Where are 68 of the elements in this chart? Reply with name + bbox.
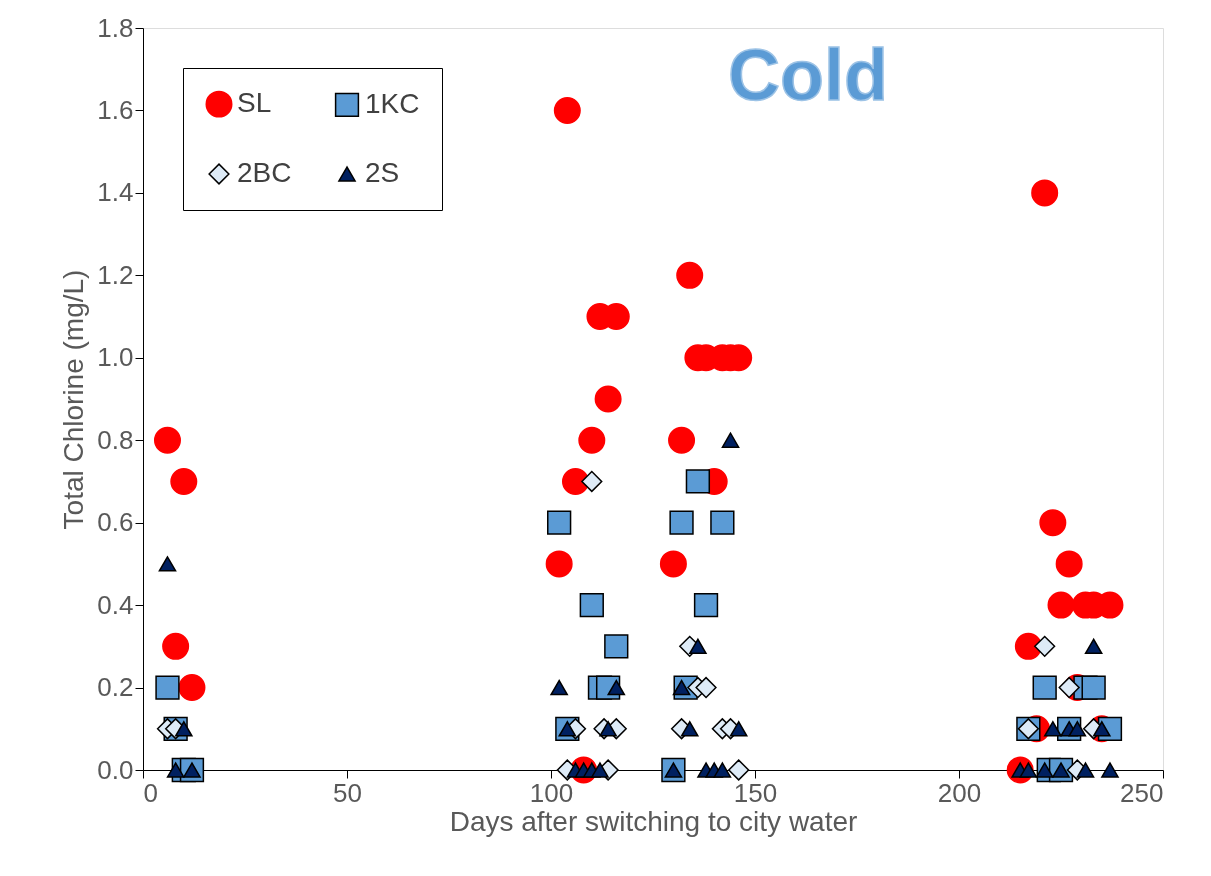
- x-tick-label: 250: [1120, 777, 1164, 808]
- point: [579, 592, 604, 618]
- x-tick-label: 100: [529, 777, 574, 808]
- y-tick-label: 0.2: [97, 672, 134, 703]
- point: [591, 762, 609, 778]
- y-tick-label: 0.8: [97, 424, 134, 455]
- legend-label: SL: [237, 87, 272, 119]
- point: [689, 638, 707, 655]
- point: [685, 469, 711, 494]
- point: [162, 632, 190, 660]
- point: [158, 556, 177, 572]
- point: [1055, 550, 1083, 578]
- point: [1076, 762, 1095, 778]
- legend-label: 2BC: [237, 157, 292, 188]
- point: [668, 426, 696, 454]
- point: [1014, 632, 1042, 660]
- point: [1047, 591, 1075, 619]
- point: [545, 550, 573, 578]
- point: [676, 261, 704, 289]
- point: [1084, 638, 1103, 655]
- point: [721, 432, 740, 448]
- point: [713, 762, 732, 778]
- y-tick-label: 0.4: [97, 589, 134, 620]
- point: [1101, 762, 1119, 778]
- y-tick-label: 1.2: [97, 259, 134, 290]
- y-tick-label: 0.6: [97, 507, 134, 538]
- point: [710, 510, 735, 535]
- point: [1031, 179, 1059, 207]
- y-axis-title: Total Chlorine (mg/L): [58, 269, 90, 530]
- y-tick-label: 1.8: [97, 12, 134, 43]
- point: [693, 592, 719, 618]
- point: [170, 467, 198, 495]
- legend-label: 2S: [365, 157, 400, 188]
- point: [550, 679, 568, 696]
- chart-title: Cold: [728, 35, 888, 115]
- point: [178, 674, 206, 702]
- y-tick-label: 1.0: [97, 342, 134, 373]
- point: [594, 385, 622, 413]
- point: [1034, 635, 1056, 657]
- point: [1032, 675, 1057, 700]
- point: [604, 634, 629, 659]
- x-tick-label: 50: [333, 777, 362, 808]
- point: [578, 426, 606, 454]
- point: [669, 510, 694, 535]
- point: [1081, 675, 1106, 700]
- point: [599, 721, 617, 737]
- point: [659, 550, 687, 578]
- point: [695, 676, 717, 699]
- y-tick-label: 1.6: [97, 94, 134, 125]
- y-tick-label: 0.0: [97, 754, 134, 785]
- point: [153, 426, 181, 454]
- point: [1058, 676, 1080, 699]
- x-axis-title: Days after switching to city water: [449, 805, 858, 837]
- x-tick-label: 200: [937, 777, 982, 808]
- point: [1039, 509, 1067, 537]
- y-tick-label: 1.4: [97, 177, 134, 208]
- point: [547, 510, 572, 535]
- x-tick-label: 0: [143, 777, 158, 808]
- point: [561, 467, 589, 495]
- point: [155, 675, 180, 700]
- legend-label: 1KC: [365, 87, 420, 119]
- x-tick-label: 150: [733, 777, 778, 808]
- point: [1044, 721, 1062, 737]
- point: [729, 721, 748, 737]
- point: [581, 470, 603, 493]
- point: [680, 721, 699, 737]
- point: [553, 96, 581, 124]
- point: [728, 759, 750, 781]
